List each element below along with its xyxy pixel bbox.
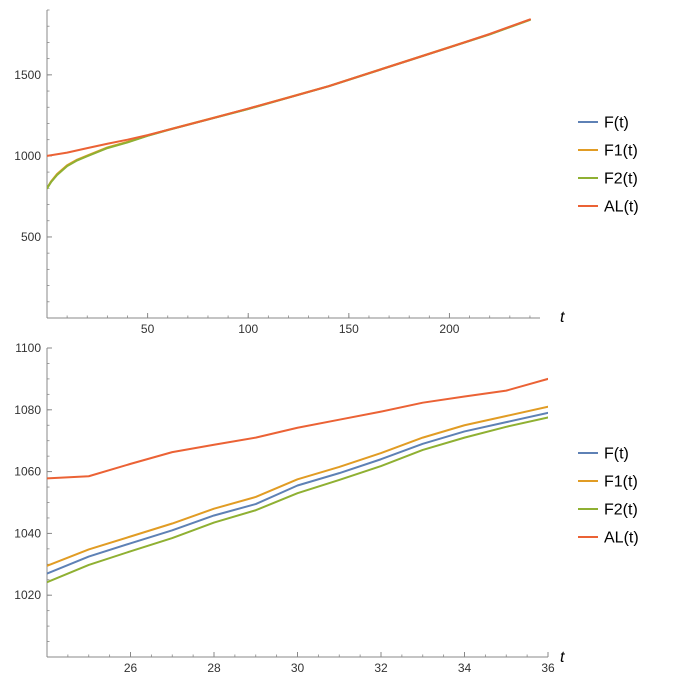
x-tick-label: 50 bbox=[141, 322, 155, 336]
legend-label-4: AL(t) bbox=[604, 530, 639, 547]
y-tick-label: 1040 bbox=[14, 526, 41, 540]
legend-label-2: F1(t) bbox=[604, 474, 638, 491]
x-tick-label: 36 bbox=[541, 661, 555, 675]
legend-label-1: F(t) bbox=[604, 115, 629, 132]
chart-panel-2: 26 28 30 32 34 36 1020 1040 1060 1080 1100 t F(t) F1(… bbox=[14, 341, 638, 675]
chart-panel-1: 50 100 150 200 500 1000 1500 t F(t) F1(t) F2(t) AL(… bbox=[14, 9, 639, 336]
x-tick-label: 200 bbox=[439, 322, 459, 336]
legend-label-2: F1(t) bbox=[604, 143, 638, 160]
y-tick-label: 500 bbox=[21, 230, 41, 244]
series-line-3 bbox=[47, 416, 548, 584]
y-tick-label: 1060 bbox=[14, 465, 41, 479]
legend: F(t) F1(t) F2(t) AL(t) bbox=[578, 115, 639, 216]
series-line-1 bbox=[47, 411, 548, 575]
x-tick-label: 34 bbox=[458, 661, 472, 675]
x-axis-label: t bbox=[560, 649, 565, 666]
x-tick-label: 32 bbox=[374, 661, 388, 675]
legend: F(t) F1(t) F2(t) AL(t) bbox=[578, 446, 639, 547]
legend-label-4: AL(t) bbox=[604, 199, 639, 216]
x-tick-label: 28 bbox=[207, 661, 221, 675]
y-tick-label: 1100 bbox=[15, 341, 41, 355]
legend-label-3: F2(t) bbox=[604, 502, 638, 519]
series-lines bbox=[47, 18, 531, 190]
series-line-4 bbox=[47, 18, 531, 157]
legend-label-1: F(t) bbox=[604, 446, 629, 463]
x-tick-label: 26 bbox=[124, 661, 138, 675]
legend-label-3: F2(t) bbox=[604, 171, 638, 188]
x-tick-label: 150 bbox=[339, 322, 359, 336]
y-tick-label: 1000 bbox=[14, 149, 41, 163]
series-line-4 bbox=[47, 377, 548, 480]
series-line-2 bbox=[47, 405, 548, 567]
x-tick-label: 100 bbox=[238, 322, 258, 336]
x-tick-label: 30 bbox=[291, 661, 305, 675]
y-tick-label: 1080 bbox=[14, 403, 41, 417]
y-tick-label: 1020 bbox=[14, 588, 41, 602]
y-tick-label: 1500 bbox=[14, 68, 41, 82]
x-axis-label: t bbox=[560, 309, 565, 326]
series-lines bbox=[47, 377, 548, 584]
